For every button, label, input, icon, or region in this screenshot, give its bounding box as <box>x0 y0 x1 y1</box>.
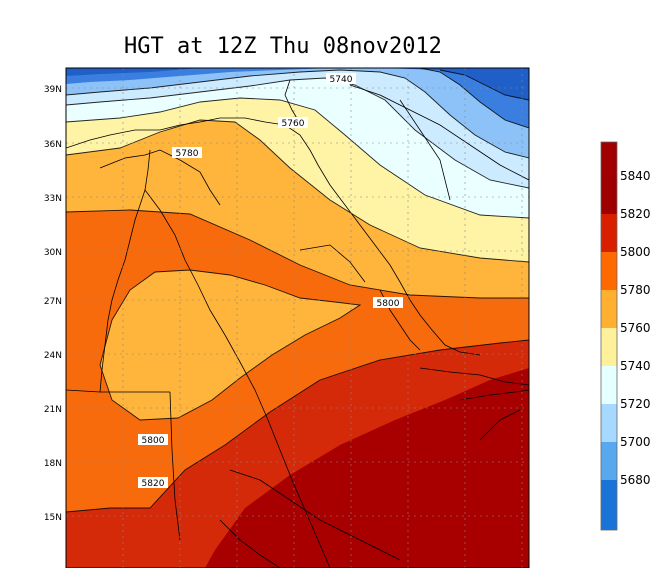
svg-text:5820: 5820 <box>142 479 165 489</box>
fill-5840 <box>66 340 529 568</box>
colorbar: 5840 5820 5800 5780 5760 5740 5720 5700 … <box>600 141 651 531</box>
contour-label-5740: 5740 <box>326 73 356 85</box>
svg-text:5800: 5800 <box>142 436 165 446</box>
svg-text:5780: 5780 <box>176 149 199 159</box>
colorbar-box-5680 <box>601 480 617 530</box>
lat-label: 15N <box>44 513 62 523</box>
colorbar-box-5740 <box>601 366 617 404</box>
svg-text:5760: 5760 <box>282 119 305 129</box>
filled-contours <box>66 68 529 568</box>
colorbar-label: 5800 <box>620 245 651 259</box>
colorbar-box-5780 <box>601 290 617 328</box>
lat-axis: 39N 36N 33N 30N 27N 24N 21N 18N 15N <box>44 85 62 523</box>
colorbar-label: 5680 <box>620 473 651 487</box>
contour-labels: 5740 5760 5780 5800 5800 5820 <box>138 73 403 489</box>
map-frame <box>65 67 530 568</box>
fill-5800-inner <box>100 270 360 420</box>
colorbar-box-5820 <box>601 214 617 252</box>
lat-label: 18N <box>44 459 62 469</box>
colorbar-label: 5720 <box>620 397 651 411</box>
colorbar-box-5720 <box>601 404 617 442</box>
coastlines-borders <box>66 79 529 568</box>
colorbar-box-5800 <box>601 252 617 290</box>
map-title: HGT at 12Z Thu 08nov2012 <box>124 34 442 59</box>
lat-label: 33N <box>44 194 62 204</box>
colorbar-label: 5840 <box>620 169 651 183</box>
colorbar-label: 5760 <box>620 321 651 335</box>
colorbar-label: 5700 <box>620 435 651 449</box>
colorbar-label: 5820 <box>620 207 651 221</box>
contour-label-5820: 5820 <box>138 477 168 489</box>
colorbar-top <box>601 142 617 176</box>
lat-label: 39N <box>44 85 62 95</box>
lat-label: 30N <box>44 248 62 258</box>
lat-label: 24N <box>44 351 62 361</box>
contour-lines <box>66 68 529 513</box>
fill-5680 <box>66 68 529 100</box>
contour-label-5780: 5780 <box>172 147 202 159</box>
colorbar-box-5760 <box>601 328 617 366</box>
colorbar-label: 5780 <box>620 283 651 297</box>
contour-label-5800-east: 5800 <box>373 297 403 309</box>
svg-text:5740: 5740 <box>330 75 353 85</box>
grid-lines <box>66 68 529 568</box>
lat-label: 36N <box>44 140 62 150</box>
colorbar-label: 5740 <box>620 359 651 373</box>
contour-label-5760: 5760 <box>278 117 308 129</box>
colorbar-box-5700 <box>601 442 617 480</box>
fill-5740 <box>66 68 529 188</box>
svg-text:5800: 5800 <box>377 299 400 309</box>
colorbar-box-5840 <box>601 176 617 214</box>
lat-label: 27N <box>44 297 62 307</box>
lat-label: 21N <box>44 405 62 415</box>
contour-label-5800-west: 5800 <box>138 434 168 446</box>
